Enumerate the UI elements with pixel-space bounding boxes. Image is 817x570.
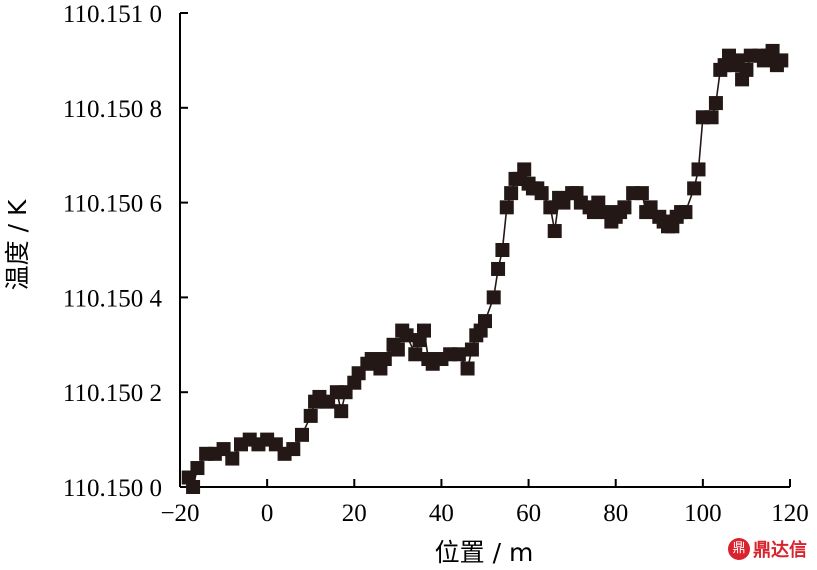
data-point: [678, 205, 693, 220]
data-point: [399, 328, 414, 343]
data-point: [390, 342, 405, 357]
y-axis-label: 温度 / K: [3, 199, 32, 290]
x-tick-label: 100: [684, 500, 722, 527]
watermark: 鼎 鼎达信: [728, 536, 807, 562]
data-point: [691, 162, 706, 177]
data-point: [491, 261, 506, 276]
y-tick-label: 110.150 4: [63, 285, 163, 312]
data-point: [417, 323, 431, 338]
data-point: [464, 342, 479, 357]
data-point: [295, 427, 309, 442]
series-line: [187, 49, 782, 490]
data-point: [190, 461, 205, 476]
data-point: [634, 186, 649, 201]
x-tick-label: −20: [160, 500, 199, 527]
series-layer: [181, 43, 789, 494]
data-point: [495, 243, 510, 257]
axes: −20 0 20 40 60 80 100 120 110.150 0 110.150 2 110.…: [63, 1, 809, 527]
data-point: [547, 224, 562, 239]
data-point: [504, 186, 519, 201]
x-tick-label: 0: [261, 500, 274, 527]
x-tick-label: 120: [771, 500, 809, 527]
data-point: [286, 442, 301, 457]
data-point: [377, 352, 392, 367]
data-point: [303, 408, 318, 423]
y-tick-label: 110.150 2: [63, 380, 162, 407]
x-tick-label: 40: [429, 500, 454, 527]
data-point: [486, 290, 501, 305]
x-tick-label: 60: [516, 500, 541, 527]
data-point: [460, 361, 475, 376]
data-point: [534, 186, 549, 201]
watermark-logo-icon: 鼎: [728, 538, 750, 560]
data-point: [478, 314, 492, 329]
data-point: [451, 347, 466, 362]
y-tick-label: 110.150 8: [63, 96, 162, 123]
data-point: [499, 200, 514, 215]
y-tick-label: 110.150 0: [63, 475, 162, 502]
data-point: [225, 451, 240, 466]
data-point: [517, 162, 532, 177]
y-tick-label: 110.151 0: [63, 1, 162, 28]
data-point: [774, 53, 789, 68]
data-point: [739, 62, 754, 77]
data-point: [687, 181, 702, 196]
watermark-text: 鼎达信: [753, 540, 807, 561]
x-axis-label: 位置 / m: [435, 538, 534, 567]
data-point: [334, 404, 349, 419]
data-point: [186, 480, 201, 494]
data-point: [708, 96, 723, 111]
data-point: [617, 200, 632, 215]
data-point: [704, 110, 719, 125]
x-tick-label: 80: [603, 500, 628, 527]
x-tick-label: 20: [342, 500, 367, 527]
data-point: [408, 347, 423, 362]
y-tick-label: 110.150 6: [63, 191, 162, 218]
